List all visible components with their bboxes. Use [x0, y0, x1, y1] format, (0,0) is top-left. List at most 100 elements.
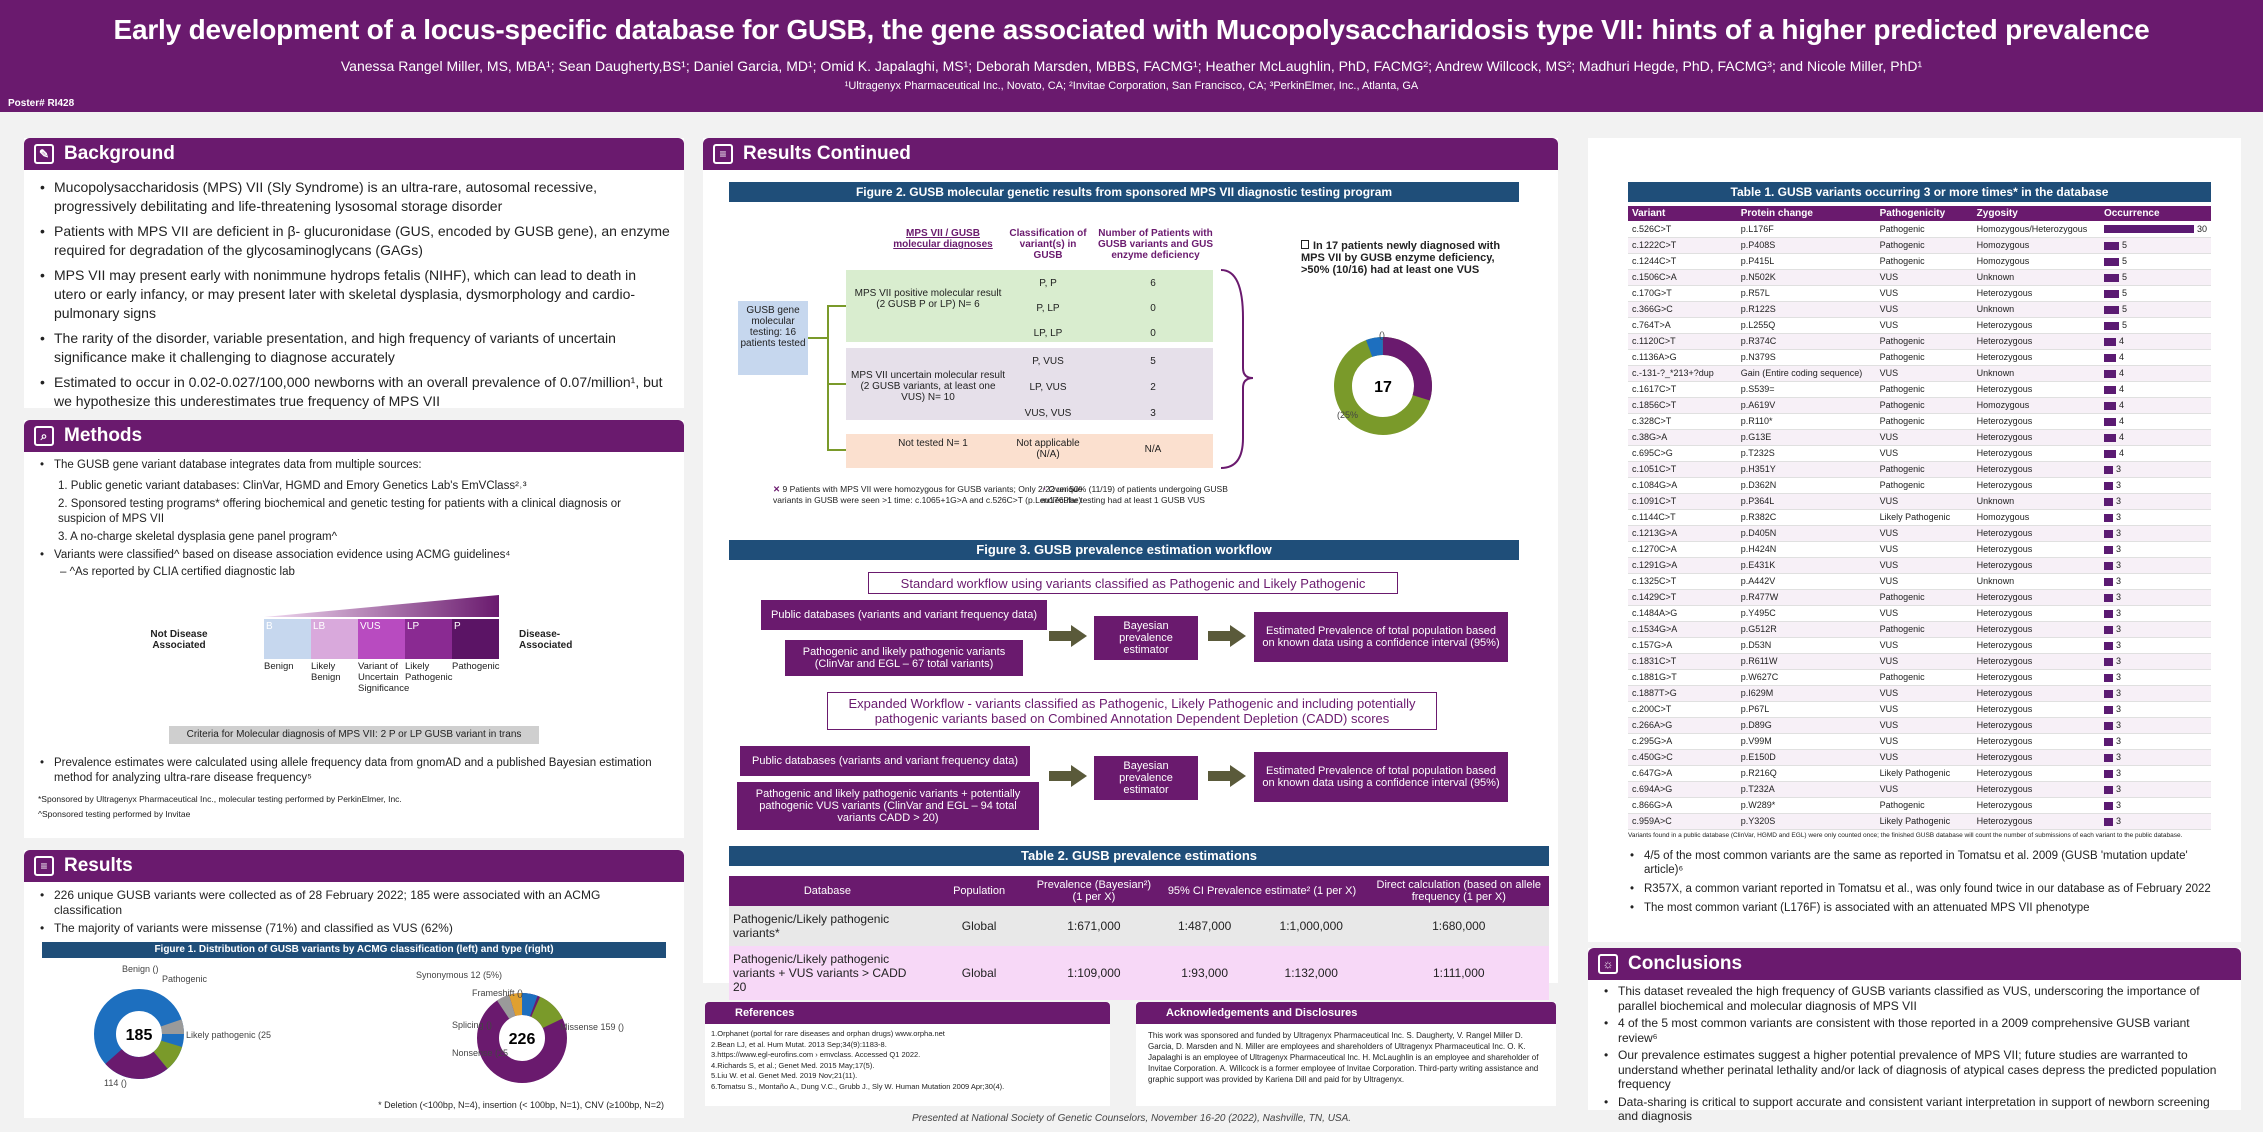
table-row: Pathogenic/Likely pathogenic variants* G… — [729, 906, 1549, 946]
arrow — [1208, 771, 1232, 781]
figure2-branch-lines — [808, 305, 846, 451]
table-cell: Unknown — [1972, 573, 2100, 590]
occurrence-bar — [2103, 785, 2113, 794]
table-cell: c.295G>A — [1628, 733, 1737, 750]
table-cell: c.200C>T — [1628, 701, 1737, 718]
occurrence-bar — [2103, 225, 2194, 234]
table-cell: c.1617C>T — [1628, 381, 1737, 398]
methods-source: 1. Public genetic variant databases: Cli… — [58, 480, 527, 492]
table-cell: VUS — [1875, 685, 1973, 702]
figure2-group-label: Not tested N= 1 — [898, 438, 968, 449]
conclusion-item: Data-sharing is critical to support accu… — [1602, 1095, 2227, 1124]
occurrence-cell: 4 — [2099, 445, 2211, 462]
occurrence-value: 5 — [2121, 256, 2127, 266]
acmg-left-label: Not Disease Associated — [150, 629, 208, 651]
table-cell: Heterozygous — [1972, 557, 2100, 574]
figure1-title: Figure 1. Distribution of GUSB variants … — [42, 942, 666, 958]
table1: Variant Protein change Pathogenicity Zyg… — [1628, 206, 2211, 830]
table-cell: c.1534G>A — [1628, 621, 1737, 638]
table2-header: 95% CI Prevalence estimate² (1 per X) — [1155, 876, 1369, 906]
table-cell: c.1325C>T — [1628, 573, 1737, 590]
table-cell: VUS — [1875, 701, 1973, 718]
occurrence-value: 4 — [2118, 384, 2124, 394]
table-cell: p.W289* — [1736, 797, 1876, 814]
table-cell: Heterozygous — [1972, 413, 2100, 430]
table-cell: c.1270C>A — [1628, 541, 1737, 558]
table-cell: Heterozygous — [1972, 717, 2100, 734]
occurrence-value: 3 — [2115, 672, 2121, 682]
table-cell: Heterozygous — [1972, 429, 2100, 446]
table-cell: c.1429C>T — [1628, 589, 1737, 606]
author-list: Vanessa Rangel Miller, MS, MBA¹; Sean Da… — [340, 58, 1923, 74]
donut-purple-slice — [1334, 337, 1432, 435]
background-title: Background — [64, 143, 175, 164]
results-continued-header: ≡ Results Continued — [703, 138, 1558, 170]
table-row: c.1222C>T p.P408S Pathogenic Homozygous 5 — [1628, 237, 2211, 254]
donut-right-center: 226 — [509, 1031, 536, 1048]
table-row: c.1881G>T p.W627C Pathogenic Heterozygous 3 — [1628, 669, 2211, 686]
table-cell: p.T232A — [1736, 781, 1876, 798]
occurrence-cell: 3 — [2099, 653, 2211, 670]
table1-footnote: Variants found in a public database (Cli… — [1628, 831, 2183, 839]
table-cell: c.1887T>G — [1628, 685, 1737, 702]
occurrence-value: 3 — [2115, 480, 2121, 490]
occurrence-bar — [2103, 625, 2113, 634]
table-cell: p.D89G — [1736, 717, 1876, 734]
occurrence-bar — [2103, 449, 2116, 458]
arrow — [1049, 631, 1073, 641]
conclusions-section: ☼ Conclusions This dataset revealed the h… — [1588, 948, 2241, 1123]
arrow-icon — [1230, 625, 1246, 647]
occurrence-cell: 5 — [2099, 269, 2211, 286]
occurrence-cell: 3 — [2099, 461, 2211, 478]
figure2-group-uncertain — [846, 348, 1213, 420]
occurrence-value: 30 — [2196, 223, 2207, 234]
table-cell: c.1831C>T — [1628, 653, 1737, 670]
table-cell: p.G512R — [1736, 621, 1876, 638]
table-cell: VUS — [1875, 573, 1973, 590]
occurrence-bar — [2103, 593, 2113, 602]
table-cell: p.L255Q — [1736, 317, 1876, 334]
table-cell: p.P364L — [1736, 493, 1876, 510]
table-row: c.1506C>A p.N502K VUS Unknown 5 — [1628, 269, 2211, 286]
acmg-label: Likely Pathogenic — [405, 661, 453, 683]
table-cell: Heterozygous — [1972, 445, 2100, 462]
table-cell: VUS — [1875, 301, 1973, 318]
reference-item: 6.Tomatsu S., Montaño A., Dung V.C., Gru… — [711, 1081, 1005, 1091]
workflow1-db-box: Public databases (variants and variant f… — [761, 600, 1047, 630]
table1-section: Table 1. GUSB variants occurring 3 or mo… — [1588, 138, 2241, 942]
occurrence-cell: 3 — [2099, 621, 2211, 638]
reference-item: 5.Liu W. et al. Genet Med. 2019 Nov;21(1… — [711, 1071, 858, 1080]
table-cell: Pathogenic — [1875, 381, 1973, 398]
donut-right-label: Nonsense (25 — [452, 1048, 508, 1058]
table-cell: c.959A>C — [1628, 813, 1737, 830]
table-cell: Heterozygous — [1972, 781, 2100, 798]
figure2-cls: LP, VUS — [1029, 382, 1067, 393]
table1-bullet: 4/5 of the most common variants are the … — [1628, 849, 2221, 877]
table-row: c.1429C>T p.R477W Pathogenic Heterozygous 3 — [1628, 589, 2211, 606]
occurrence-value: 4 — [2118, 432, 2124, 442]
table2: Database Population Prevalence (Bayesian… — [729, 876, 1549, 1000]
table2-header: Prevalence (Bayesian²) (1 per X) — [1032, 876, 1156, 906]
conclusion-item: This dataset revealed the high frequency… — [1602, 984, 2227, 1013]
table-cell: Pathogenic — [1875, 221, 1973, 238]
figure2-group-nottested — [846, 434, 1213, 468]
figure2-n: 3 — [1150, 408, 1156, 419]
table-cell: VUS — [1875, 365, 1973, 382]
occurrence-value: 3 — [2115, 752, 2121, 762]
results-continued-section: ≡ Results Continued Figure 2. GUSB molecu… — [703, 138, 1558, 1000]
footnote: *Sponsored by Ultragenyx Pharmaceutical … — [38, 794, 402, 804]
occurrence-cell: 3 — [2099, 717, 2211, 734]
table-cell: VUS — [1875, 541, 1973, 558]
occurrence-value: 3 — [2115, 576, 2121, 586]
methods-section: ⌕ Methods The GUSB gene variant database … — [24, 420, 684, 838]
figure2-col-header: MPS VII / GUSB molecular diagnoses — [893, 228, 993, 250]
reference-item: 4.Richards S, et al.; Genet Med. 2015 Ma… — [711, 1060, 875, 1070]
donut-label: () — [1379, 330, 1385, 340]
methods-classified: Variants were classified^ based on disea… — [38, 548, 670, 563]
occurrence-cell: 3 — [2099, 701, 2211, 718]
occurrence-bar — [2103, 385, 2116, 394]
occurrence-value: 5 — [2121, 320, 2127, 330]
table-cell: 1:109,000 — [1032, 946, 1156, 1000]
table-cell: c.1084G>A — [1628, 477, 1737, 494]
table-cell: Heterozygous — [1972, 477, 2100, 494]
